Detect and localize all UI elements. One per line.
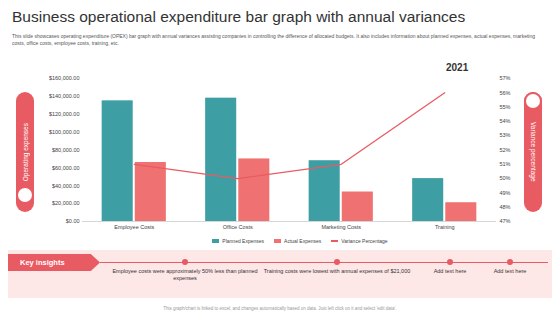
svg-text:55%: 55% — [500, 104, 511, 110]
svg-text:Marketing Costs: Marketing Costs — [321, 224, 361, 230]
html-text:Add text here: Add text here — [433, 268, 467, 274]
html-text:2021: 2021 — [446, 62, 469, 73]
svg-text:49%: 49% — [500, 190, 511, 196]
svg-text:$140,000.00: $140,000.00 — [49, 93, 80, 99]
svg-text:Training: Training — [435, 224, 455, 230]
svg-text:$160,000.00: $160,000.00 — [49, 75, 80, 81]
svg-text:$20,000.00: $20,000.00 — [52, 200, 80, 206]
html-text:Variance Percentage: Variance Percentage — [341, 238, 388, 244]
html-text:Key insights: Key insights — [20, 258, 65, 267]
html-text:Business operational expenditu: Business operational expenditure bar gra… — [12, 8, 466, 25]
svg-text:52%: 52% — [500, 147, 511, 153]
svg-text:$40,000.00: $40,000.00 — [52, 183, 80, 189]
html-text:This slide showcases operating: This slide showcases operating expenditu… — [12, 33, 535, 46]
html-text:Planned Expenses: Planned Expenses — [222, 238, 265, 244]
svg-text:57%: 57% — [500, 75, 511, 81]
svg-text:56%: 56% — [500, 90, 511, 96]
svg-text:$80,000.00: $80,000.00 — [52, 147, 80, 153]
svg-text:$60,000.00: $60,000.00 — [52, 165, 80, 171]
html-text:Training costs were lowest wit: Training costs were lowest with annual e… — [263, 268, 411, 274]
svg-text:51%: 51% — [500, 161, 511, 167]
html-text:Employee costs were approximat: Employee costs were approximately 50% le… — [112, 268, 258, 281]
svg-text:$100,000.00: $100,000.00 — [49, 129, 80, 135]
svg-text:$0.00: $0.00 — [66, 218, 80, 224]
svg-text:54%: 54% — [500, 118, 511, 124]
svg-text:50%: 50% — [500, 175, 511, 181]
html-text:Add text here: Add text here — [493, 268, 527, 274]
svg-text:Office Costs: Office Costs — [223, 224, 253, 230]
html-text:Actual Expenses: Actual Expenses — [284, 238, 322, 244]
svg-text:47%: 47% — [500, 218, 511, 224]
html-text:This graph/chart is linked to: This graph/chart is linked to excel, and… — [163, 306, 397, 311]
svg-text:$120,000.00: $120,000.00 — [49, 111, 80, 117]
html-text:Operating expenses: Operating expenses — [21, 122, 29, 182]
svg-text:48%: 48% — [500, 204, 511, 210]
svg-text:53%: 53% — [500, 132, 511, 138]
html-text:Variance percentage: Variance percentage — [529, 122, 537, 182]
svg-text:Employee Costs: Employee Costs — [114, 224, 154, 230]
